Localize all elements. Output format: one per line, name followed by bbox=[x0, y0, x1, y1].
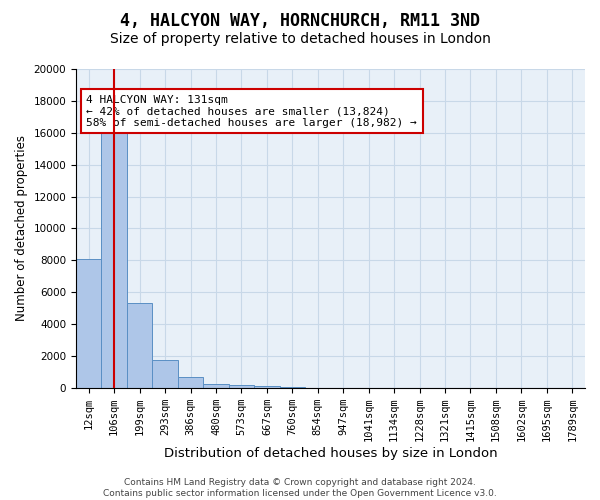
Bar bbox=[280, 386, 305, 388]
Y-axis label: Number of detached properties: Number of detached properties bbox=[15, 136, 28, 322]
Text: 4, HALCYON WAY, HORNCHURCH, RM11 3ND: 4, HALCYON WAY, HORNCHURCH, RM11 3ND bbox=[120, 12, 480, 30]
Bar bbox=[152, 360, 178, 388]
Bar bbox=[76, 259, 101, 388]
Bar bbox=[127, 304, 152, 388]
Bar bbox=[229, 385, 254, 388]
Bar bbox=[203, 384, 229, 388]
X-axis label: Distribution of detached houses by size in London: Distribution of detached houses by size … bbox=[164, 447, 497, 460]
Bar bbox=[254, 386, 280, 388]
Bar bbox=[178, 377, 203, 388]
Text: Size of property relative to detached houses in London: Size of property relative to detached ho… bbox=[110, 32, 490, 46]
Text: Contains HM Land Registry data © Crown copyright and database right 2024.
Contai: Contains HM Land Registry data © Crown c… bbox=[103, 478, 497, 498]
Bar bbox=[101, 125, 127, 388]
Text: 4 HALCYON WAY: 131sqm
← 42% of detached houses are smaller (13,824)
58% of semi-: 4 HALCYON WAY: 131sqm ← 42% of detached … bbox=[86, 94, 417, 128]
